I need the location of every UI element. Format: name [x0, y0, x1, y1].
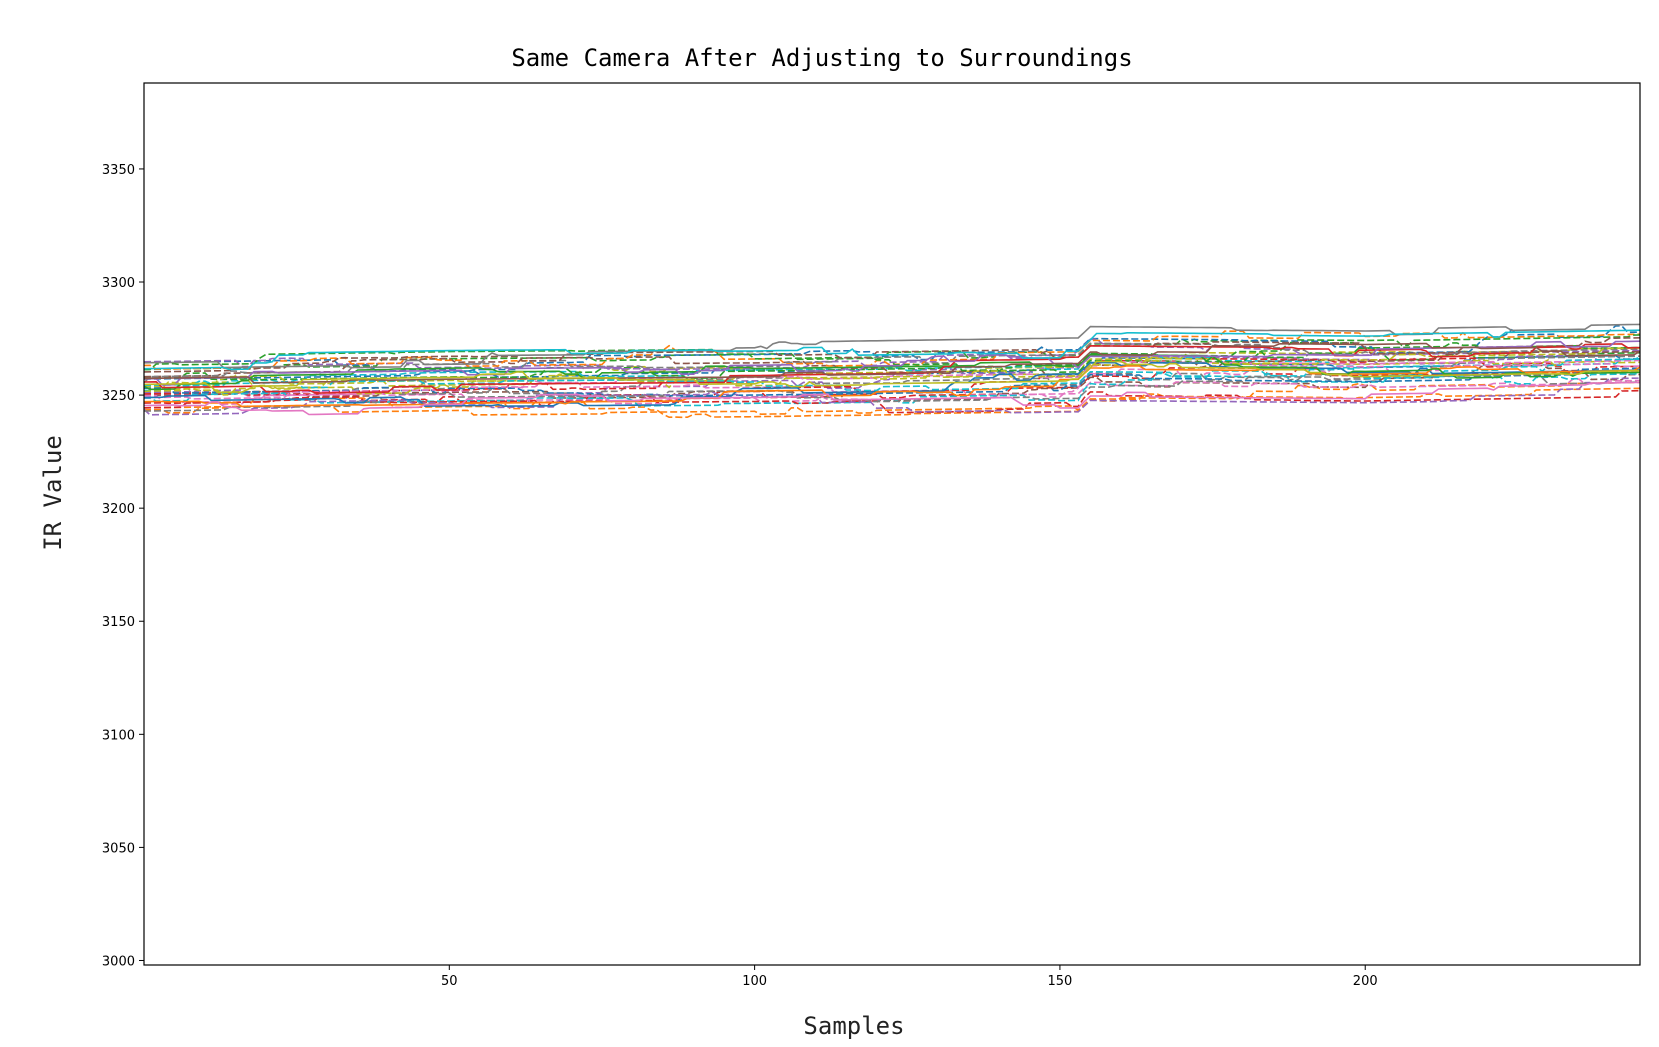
- y-tick-label: 3000: [102, 954, 135, 969]
- series-line: [143, 338, 1641, 371]
- series-line: [143, 334, 1641, 374]
- x-axis-label: Samples: [803, 1012, 904, 1040]
- series-line: [143, 381, 1641, 416]
- plot-lines: [143, 323, 1641, 419]
- x-axis-ticks: 50 100 150 200: [441, 965, 1378, 989]
- series-line: [143, 364, 1641, 408]
- series-line: [143, 337, 1641, 373]
- series-line: [143, 381, 1641, 419]
- series-line: [143, 360, 1641, 394]
- y-tick-label: 3150: [102, 615, 135, 630]
- series-line: [143, 349, 1641, 378]
- series-line: [143, 347, 1641, 396]
- x-tick-label: 50: [441, 974, 458, 989]
- series-line: [143, 389, 1641, 414]
- y-tick-label: 3300: [102, 276, 135, 291]
- y-tick-label: 3250: [102, 389, 135, 404]
- y-tick-label: 3050: [102, 841, 135, 856]
- series-line: [143, 329, 1641, 371]
- series-line: [143, 353, 1641, 391]
- x-tick-label: 200: [1353, 974, 1378, 989]
- x-tick-label: 150: [1048, 974, 1073, 989]
- series-line: [143, 387, 1641, 416]
- y-tick-label: 3350: [102, 163, 135, 178]
- series-line: [143, 330, 1641, 370]
- y-tick-label: 3100: [102, 728, 135, 743]
- series-line: [143, 342, 1641, 384]
- series-line: [143, 323, 1641, 369]
- plot-frame: [143, 82, 1641, 966]
- series-line: [143, 377, 1641, 416]
- chart-title: Same Camera After Adjusting to Surroundi…: [511, 44, 1132, 72]
- x-tick-label: 100: [742, 974, 767, 989]
- y-axis-label: IR Value: [39, 435, 67, 551]
- series-line: [143, 359, 1641, 400]
- y-axis-ticks: 3000 3050 3100 3150 3200 3250 3300 3350: [102, 163, 144, 969]
- series-line: [143, 340, 1641, 386]
- y-tick-label: 3200: [102, 502, 135, 517]
